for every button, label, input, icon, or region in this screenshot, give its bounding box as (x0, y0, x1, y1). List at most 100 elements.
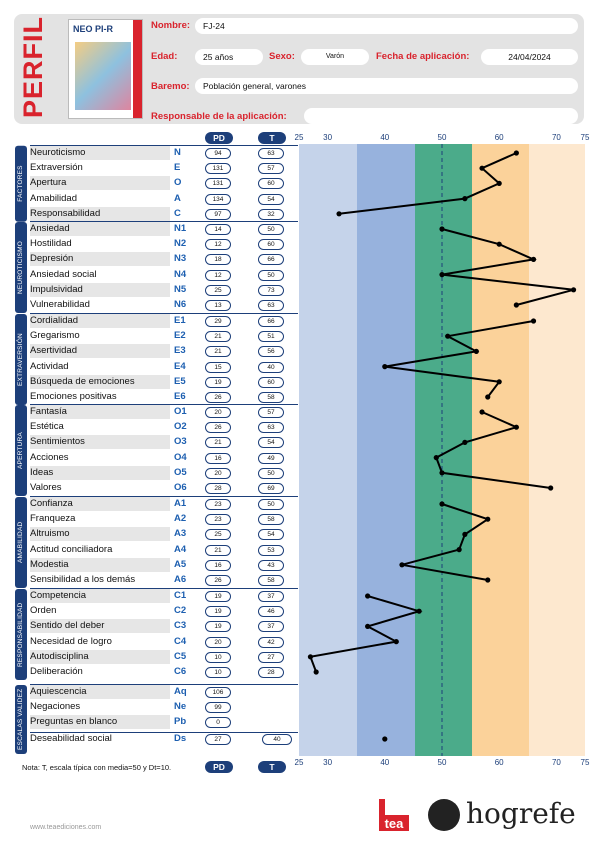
facet-code: N1 (174, 223, 187, 234)
pd-score[interactable]: 0 (205, 717, 231, 729)
t-score[interactable]: 28 (258, 667, 284, 678)
t-score[interactable]: 50 (258, 467, 284, 479)
pd-score[interactable]: 26 (205, 422, 231, 434)
pd-score[interactable]: 18 (205, 254, 231, 266)
pd-score[interactable]: 19 (205, 591, 231, 602)
facet-label: Neuroticismo (30, 146, 170, 160)
pd-score[interactable]: 99 (205, 702, 231, 714)
pd-score[interactable]: 94 (205, 148, 231, 159)
facet-label: Búsqueda de emociones (30, 374, 170, 389)
t-score[interactable]: 60 (258, 178, 284, 190)
cover-band (133, 20, 142, 118)
baremo-field[interactable]: Población general, varones (195, 78, 578, 94)
facet-label: Confianza (30, 497, 170, 511)
pd-score[interactable]: 13 (205, 300, 231, 311)
t-score[interactable]: 49 (258, 452, 284, 464)
t-column-footer: T (258, 761, 286, 773)
pd-score[interactable]: 15 (205, 361, 231, 373)
pd-score[interactable]: 97 (205, 208, 231, 220)
pd-score[interactable]: 25 (205, 284, 231, 296)
pd-score[interactable]: 26 (205, 575, 231, 586)
pd-score[interactable]: 19 (205, 376, 231, 388)
pd-score[interactable]: 16 (205, 559, 231, 571)
pd-score[interactable]: 16 (205, 452, 231, 464)
pd-score[interactable]: 14 (205, 224, 231, 235)
t-score[interactable]: 54 (258, 193, 284, 205)
facet-code: E2 (174, 330, 186, 342)
t-score[interactable]: 50 (258, 269, 284, 281)
t-score[interactable]: 63 (258, 148, 284, 159)
t-score[interactable]: 56 (258, 346, 284, 358)
pd-score[interactable]: 19 (205, 606, 231, 618)
pd-score[interactable]: 134 (205, 193, 231, 205)
pd-score[interactable]: 21 (205, 346, 231, 358)
t-score[interactable]: 40 (258, 361, 284, 373)
pd-score[interactable]: 10 (205, 651, 231, 663)
nombre-field[interactable]: FJ-24 (195, 18, 578, 34)
sexo-field[interactable]: Varón (301, 49, 369, 65)
t-score[interactable]: 40 (262, 734, 292, 745)
t-score[interactable]: 54 (258, 529, 284, 541)
t-score[interactable]: 66 (258, 254, 284, 266)
t-score[interactable]: 63 (258, 422, 284, 434)
t-score[interactable]: 27 (258, 651, 284, 663)
t-score[interactable]: 32 (258, 208, 284, 220)
t-score[interactable]: 66 (258, 316, 284, 327)
t-score[interactable]: 60 (258, 239, 284, 251)
responsable-field[interactable] (304, 108, 578, 124)
t-score[interactable]: 57 (258, 407, 284, 418)
facet-label: Emociones positivas (30, 391, 117, 402)
t-score[interactable]: 43 (258, 559, 284, 571)
pd-score[interactable]: 29 (205, 316, 231, 327)
edad-field[interactable]: 25 años (195, 49, 263, 65)
pd-score[interactable]: 10 (205, 667, 231, 678)
t-score[interactable]: 69 (258, 483, 284, 494)
pd-score[interactable]: 106 (205, 687, 231, 698)
pd-score[interactable]: 23 (205, 514, 231, 526)
pd-score[interactable]: 25 (205, 529, 231, 541)
t-score[interactable]: 58 (258, 575, 284, 586)
t-score[interactable]: 50 (258, 224, 284, 235)
t-score[interactable]: 73 (258, 284, 284, 296)
facet-label: Apertura (30, 176, 170, 191)
t-score[interactable]: 63 (258, 300, 284, 311)
t-score[interactable]: 51 (258, 331, 284, 343)
pd-score[interactable]: 12 (205, 239, 231, 251)
pd-score[interactable]: 28 (205, 483, 231, 494)
pd-score[interactable]: 19 (205, 621, 231, 633)
t-score[interactable]: 37 (258, 621, 284, 633)
t-score[interactable]: 58 (258, 392, 284, 403)
t-score[interactable]: 42 (258, 636, 284, 648)
t-score[interactable]: 46 (258, 606, 284, 618)
pd-score[interactable]: 26 (205, 392, 231, 403)
section-separator (30, 684, 298, 685)
section-separator (30, 145, 298, 146)
facet-code: O (174, 177, 182, 189)
pd-score[interactable]: 21 (205, 437, 231, 449)
t-score[interactable]: 57 (258, 163, 284, 175)
footer-url[interactable]: www.teaediciones.com (30, 824, 102, 831)
t-score[interactable]: 58 (258, 514, 284, 526)
profile-point (365, 593, 371, 599)
pd-score[interactable]: 20 (205, 407, 231, 418)
pd-score[interactable]: 27 (205, 734, 231, 745)
pd-score[interactable]: 23 (205, 499, 231, 510)
test-cover-image: NEO PI-R (68, 19, 143, 119)
fecha-field[interactable]: 24/04/2024 (481, 49, 578, 65)
t-score[interactable]: 53 (258, 544, 284, 556)
t-score[interactable]: 54 (258, 437, 284, 449)
t-score[interactable]: 37 (258, 591, 284, 602)
pd-score[interactable]: 20 (205, 467, 231, 479)
pd-score[interactable]: 21 (205, 331, 231, 343)
fecha-label: Fecha de aplicación: (376, 51, 470, 62)
profile-point (462, 196, 468, 202)
pd-score[interactable]: 20 (205, 636, 231, 648)
t-score[interactable]: 50 (258, 499, 284, 510)
profile-point (462, 439, 468, 445)
pd-score[interactable]: 131 (205, 178, 231, 190)
pd-score[interactable]: 131 (205, 163, 231, 175)
facet-label: Depresión (30, 252, 170, 267)
pd-score[interactable]: 12 (205, 269, 231, 281)
pd-score[interactable]: 21 (205, 544, 231, 556)
t-score[interactable]: 60 (258, 376, 284, 388)
